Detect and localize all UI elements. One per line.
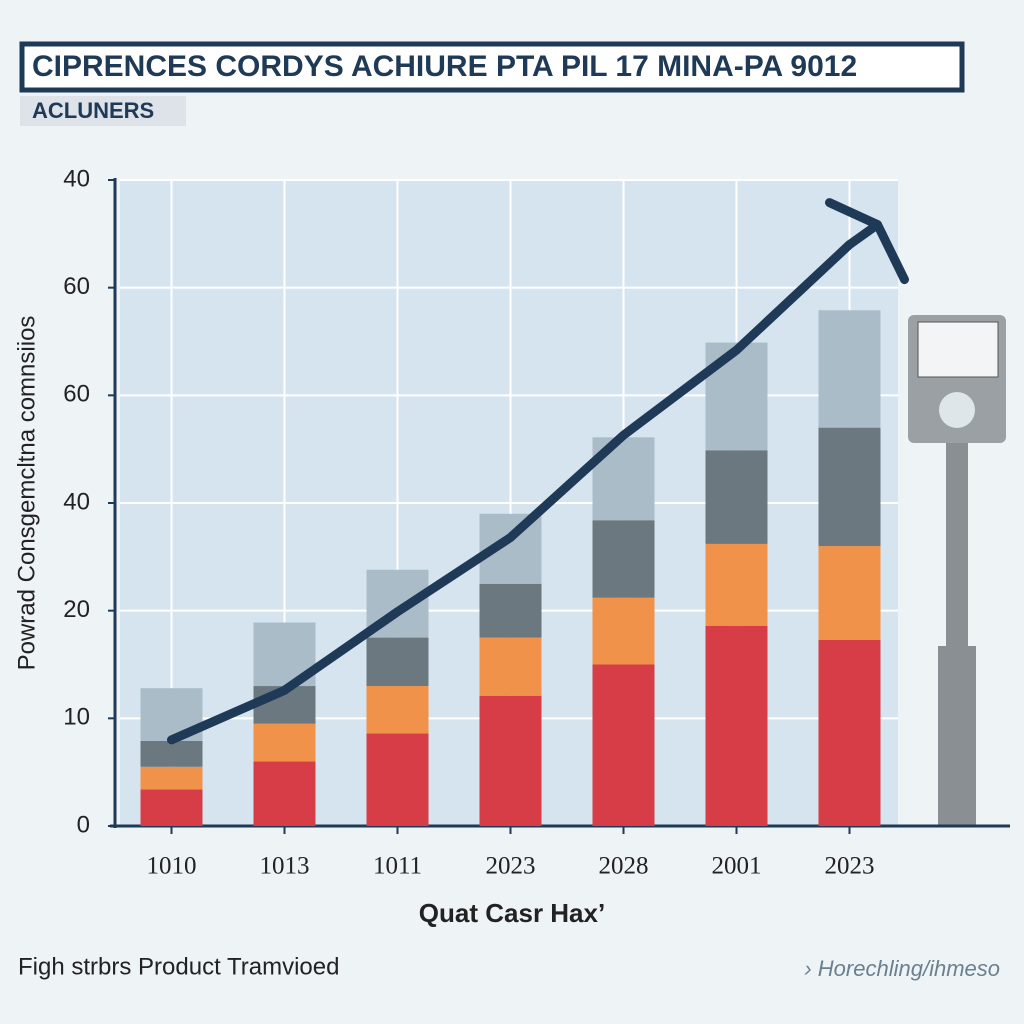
y-tick-label: 60	[63, 381, 90, 408]
bar-segment	[818, 427, 881, 547]
x-tick-label: 2023	[486, 853, 536, 880]
bar-segment	[818, 546, 881, 640]
gauge-icon	[908, 315, 1006, 826]
x-tick-label: 1010	[147, 853, 197, 880]
bar-segment	[253, 723, 316, 762]
bar-segment	[479, 637, 542, 696]
x-axis-label: Quat Casr Hax’	[419, 898, 605, 928]
y-tick-label: 0	[77, 811, 90, 838]
gauge-screen	[917, 321, 999, 378]
subtitle-box	[20, 96, 186, 126]
title-box	[19, 41, 965, 93]
bar-segment	[592, 597, 655, 665]
bar-segment	[479, 583, 542, 638]
x-tick-label: 1013	[260, 853, 310, 880]
bar-segment	[818, 310, 881, 428]
bar-segment	[818, 639, 881, 826]
y-tick-label: 60	[63, 273, 90, 300]
subtitle: ACLUNERS	[32, 98, 154, 123]
y-tick-label: 10	[63, 704, 90, 731]
y-tick-label: 40	[63, 165, 90, 192]
bar-segment	[366, 637, 429, 687]
footer-right: › Horechling/ihmeso	[804, 956, 1000, 981]
bar-segment	[705, 543, 768, 626]
bar-segment	[366, 733, 429, 826]
bar-segment	[705, 342, 768, 451]
y-tick-label: 20	[63, 596, 90, 623]
x-tick-label: 1011	[373, 853, 422, 880]
y-tick-label: 40	[63, 488, 90, 515]
bar-segment	[479, 695, 542, 826]
gauge-pole	[946, 430, 968, 650]
x-tick-label: 2001	[712, 853, 762, 880]
bar-segment	[705, 625, 768, 826]
bar-segment	[253, 761, 316, 826]
footer-left: Figh strbrs Product Tramvioed	[18, 953, 339, 980]
trend-line	[167, 240, 854, 745]
chart-title: CIPRENCES CORDYS ACHIURE PTA PIL 17 MINA…	[32, 50, 857, 83]
bar-segment	[592, 520, 655, 598]
bar-segment	[592, 664, 655, 826]
y-axis-label: Powrad Consgemcltna comnsiios	[13, 316, 40, 671]
x-tick-label: 2028	[599, 853, 649, 880]
bar-segment	[705, 450, 768, 544]
trend-arrow	[845, 220, 882, 250]
bar-segment	[140, 789, 203, 826]
gauge-dial	[939, 392, 975, 428]
bar-segment	[140, 766, 203, 790]
gauge-post	[938, 646, 976, 826]
bar-segment	[140, 740, 203, 767]
x-tick-label: 2023	[825, 853, 875, 880]
trend-arrowhead	[825, 198, 909, 285]
bar-segment	[366, 686, 429, 734]
